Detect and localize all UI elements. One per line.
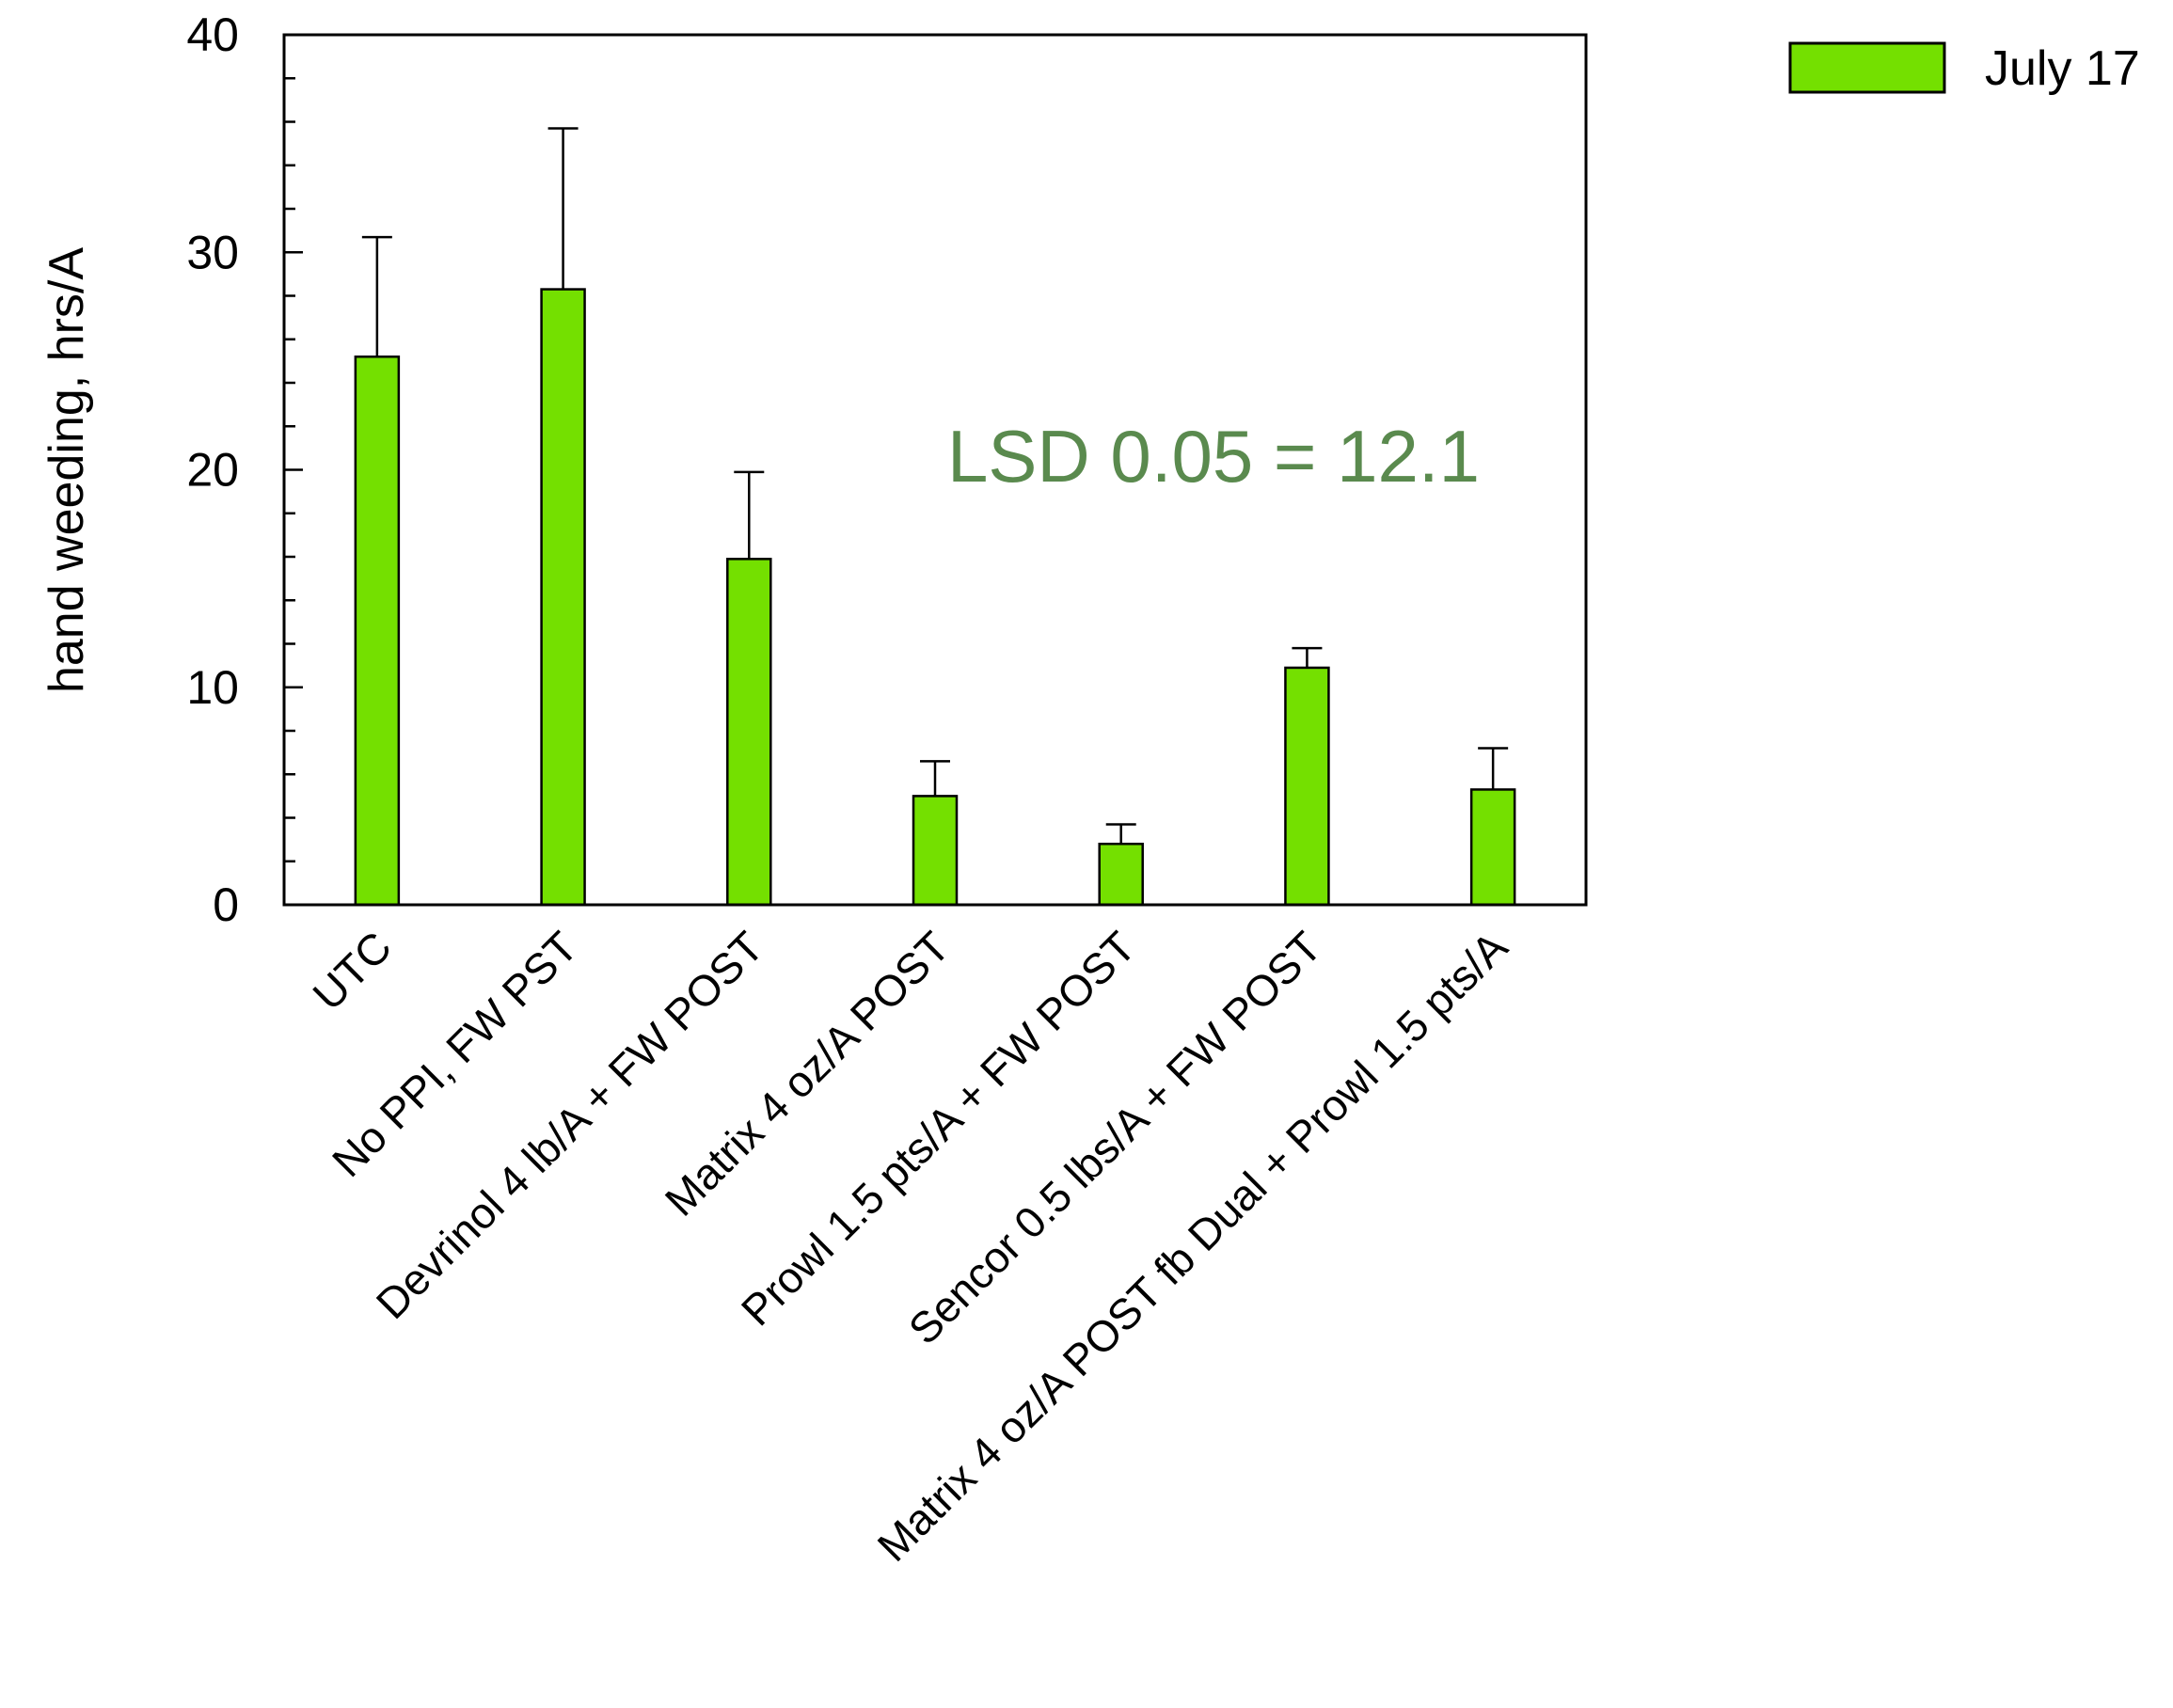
bar-3 bbox=[726, 558, 772, 907]
y-tick-label: 0 bbox=[213, 878, 239, 931]
bar-4 bbox=[912, 795, 959, 907]
bars bbox=[354, 288, 1516, 907]
category-label-3: Devrinol 4 lb/A + FW POST bbox=[367, 922, 773, 1328]
legend: July 17 bbox=[1788, 41, 2140, 96]
category-label-5: Prowl 1.5 pts/A + FW POST bbox=[732, 922, 1145, 1335]
legend-swatch bbox=[1788, 41, 1946, 94]
bar-5 bbox=[1098, 843, 1144, 907]
y-tick-labels: 0 10 20 30 40 bbox=[186, 8, 239, 931]
bar-1 bbox=[354, 356, 401, 907]
category-label-1: UTC bbox=[303, 922, 401, 1020]
category-label-7: Matrix 4 oz/A POST fb Dual + Prowl 1.5 p… bbox=[868, 922, 1517, 1571]
lsd-annotation: LSD 0.05 = 12.1 bbox=[947, 415, 1480, 498]
y-axis-ticks bbox=[284, 33, 303, 907]
bar-7 bbox=[1469, 788, 1516, 907]
y-tick-label: 20 bbox=[186, 444, 239, 497]
bar-6 bbox=[1284, 666, 1330, 907]
y-tick-label: 10 bbox=[186, 661, 239, 714]
y-tick-label: 30 bbox=[186, 226, 239, 278]
legend-label-july-17: July 17 bbox=[1985, 41, 2140, 96]
error-bars bbox=[361, 127, 1509, 845]
bar-2 bbox=[540, 288, 586, 907]
y-tick-label: 40 bbox=[186, 8, 239, 61]
plot-area-frame bbox=[282, 33, 1588, 907]
y-axis-title: hand weeding, hrs/A bbox=[40, 247, 94, 693]
